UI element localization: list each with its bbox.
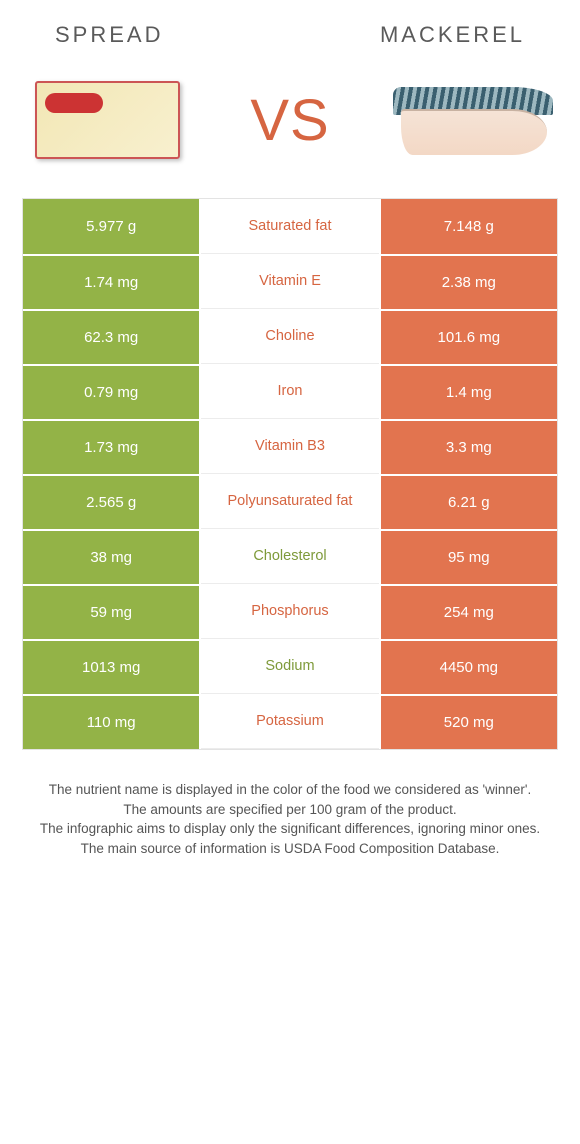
nutrient-label: Sodium: [201, 639, 378, 694]
title-right: Mackerel: [380, 22, 525, 48]
table-row: 1013 mgSodium4450 mg: [23, 639, 557, 694]
value-right: 95 mg: [379, 529, 557, 584]
value-left: 110 mg: [23, 694, 201, 749]
footer-line: The amounts are specified per 100 gram o…: [28, 800, 552, 820]
value-right: 4450 mg: [379, 639, 557, 694]
value-left: 1.74 mg: [23, 254, 201, 309]
value-right: 254 mg: [379, 584, 557, 639]
value-left: 62.3 mg: [23, 309, 201, 364]
nutrient-label: Vitamin B3: [201, 419, 378, 474]
table-row: 110 mgPotassium520 mg: [23, 694, 557, 749]
comparison-table: 5.977 gSaturated fat7.148 g1.74 mgVitami…: [22, 198, 558, 750]
value-left: 0.79 mg: [23, 364, 201, 419]
nutrient-label: Potassium: [201, 694, 378, 749]
spread-image: [22, 70, 192, 170]
nutrient-label: Vitamin E: [201, 254, 378, 309]
value-left: 5.977 g: [23, 199, 201, 254]
nutrient-label: Saturated fat: [201, 199, 378, 254]
value-right: 1.4 mg: [379, 364, 557, 419]
nutrient-label: Cholesterol: [201, 529, 378, 584]
nutrient-label: Iron: [201, 364, 378, 419]
value-right: 6.21 g: [379, 474, 557, 529]
footer-line: The nutrient name is displayed in the co…: [28, 780, 552, 800]
table-row: 62.3 mgCholine101.6 mg: [23, 309, 557, 364]
value-right: 7.148 g: [379, 199, 557, 254]
value-right: 3.3 mg: [379, 419, 557, 474]
value-left: 1.73 mg: [23, 419, 201, 474]
footer-line: The infographic aims to display only the…: [28, 819, 552, 839]
value-right: 520 mg: [379, 694, 557, 749]
table-row: 5.977 gSaturated fat7.148 g: [23, 199, 557, 254]
value-left: 38 mg: [23, 529, 201, 584]
value-right: 101.6 mg: [379, 309, 557, 364]
nutrient-label: Choline: [201, 309, 378, 364]
header: Spread Mackerel: [0, 0, 580, 58]
value-left: 2.565 g: [23, 474, 201, 529]
vs-row: VS: [0, 58, 580, 188]
table-row: 1.73 mgVitamin B33.3 mg: [23, 419, 557, 474]
title-left: Spread: [55, 22, 163, 48]
nutrient-label: Polyunsaturated fat: [201, 474, 378, 529]
vs-label: VS: [250, 87, 329, 154]
table-row: 38 mgCholesterol95 mg: [23, 529, 557, 584]
value-left: 1013 mg: [23, 639, 201, 694]
mackerel-image: [388, 70, 558, 170]
table-row: 0.79 mgIron1.4 mg: [23, 364, 557, 419]
value-right: 2.38 mg: [379, 254, 557, 309]
nutrient-label: Phosphorus: [201, 584, 378, 639]
table-row: 59 mgPhosphorus254 mg: [23, 584, 557, 639]
value-left: 59 mg: [23, 584, 201, 639]
footer-line: The main source of information is USDA F…: [28, 839, 552, 859]
table-row: 1.74 mgVitamin E2.38 mg: [23, 254, 557, 309]
footer-notes: The nutrient name is displayed in the co…: [0, 750, 580, 858]
table-row: 2.565 gPolyunsaturated fat6.21 g: [23, 474, 557, 529]
